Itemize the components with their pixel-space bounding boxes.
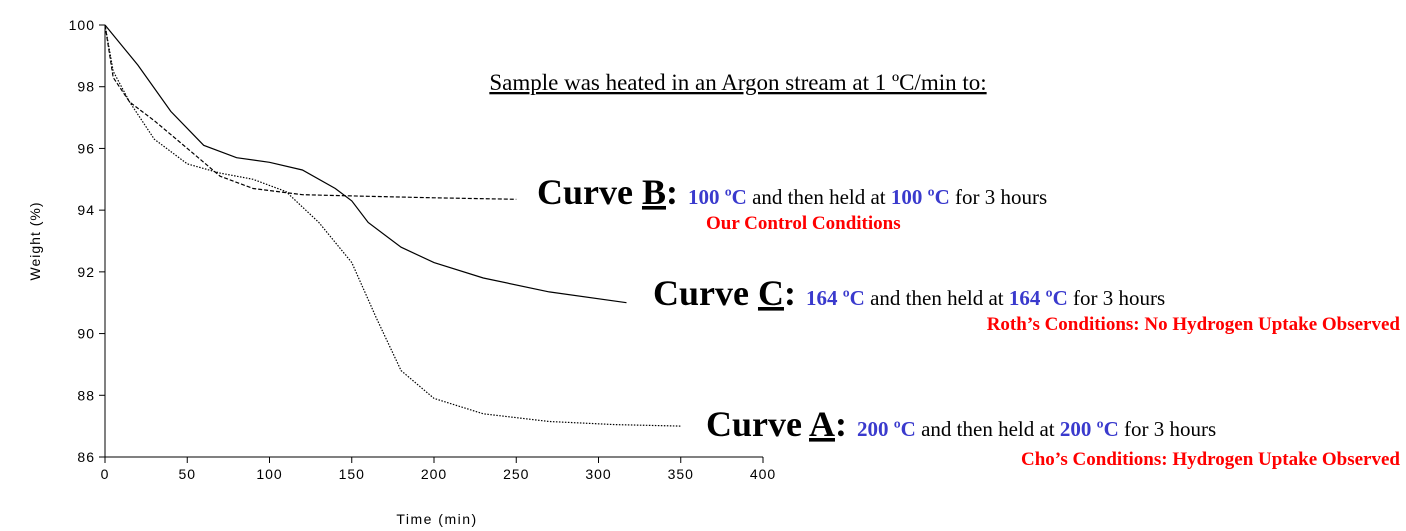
curve [104, 24, 517, 200]
curve-label-text: Curve [706, 404, 809, 444]
curve-detail: 100 ºC [891, 185, 950, 209]
curve-note: Our Control Conditions [706, 213, 901, 234]
curve-label-text: Curve [653, 273, 758, 313]
x-tick-label: 350 [668, 466, 694, 482]
x-tick-label: 0 [101, 466, 110, 482]
x-tick-label: 200 [421, 466, 447, 482]
y-tick-label: 96 [77, 140, 95, 156]
curve-label: Curve C: 164 ºC and then held at 164 ºC f… [653, 273, 1165, 313]
x-tick-label: 100 [256, 466, 282, 482]
x-tick-label: 400 [750, 466, 776, 482]
curve [104, 24, 627, 304]
y-tick-label: 88 [77, 387, 95, 403]
x-tick-label: 150 [339, 466, 365, 482]
curve-detail: for 3 hours [1068, 286, 1165, 310]
curve-note: Roth’s Conditions: No Hydrogen Uptake Ob… [987, 314, 1401, 335]
curve-label-text: Curve [537, 172, 642, 212]
curve-detail: 200 ºC [1060, 417, 1119, 441]
curve-detail: and then held at [865, 286, 1009, 310]
curve-label: Curve A: 200 ºC and then held at 200 ºC f… [706, 404, 1216, 444]
y-tick-label: 86 [77, 449, 95, 465]
x-tick-label: 250 [503, 466, 529, 482]
x-tick-label: 50 [178, 466, 196, 482]
curve-colon: : [784, 273, 796, 313]
header: Sample was heated in an Argon stream at … [489, 70, 986, 95]
curve-detail: and then held at [747, 185, 891, 209]
curve-note: Cho’s Conditions: Hydrogen Uptake Observ… [1021, 449, 1400, 470]
y-tick-label: 90 [77, 326, 95, 342]
curve [104, 24, 681, 427]
y-tick-label: 100 [69, 17, 95, 33]
curve-colon: : [835, 404, 847, 444]
curve-detail: and then held at [916, 417, 1060, 441]
y-tick-label: 98 [77, 79, 95, 95]
curve-letter: C [758, 273, 784, 313]
curve-detail: 200 ºC [857, 417, 916, 441]
curve-colon: : [666, 172, 678, 212]
curve-detail: for 3 hours [950, 185, 1047, 209]
curve-letter: A [809, 404, 835, 444]
curve-detail: 164 ºC [806, 286, 865, 310]
y-tick-label: 92 [77, 264, 95, 280]
curve-detail: 164 ºC [1009, 286, 1068, 310]
curve-label: Curve B: 100 ºC and then held at 100 ºC f… [537, 172, 1047, 212]
x-axis-label: Time (min) [396, 511, 477, 527]
y-tick-label: 94 [77, 202, 95, 218]
x-tick-label: 300 [585, 466, 611, 482]
curve-detail: for 3 hours [1119, 417, 1216, 441]
curve-detail: 100 ºC [688, 185, 747, 209]
curve-letter: B [642, 172, 666, 212]
y-axis-label: Weight (%) [27, 202, 43, 281]
